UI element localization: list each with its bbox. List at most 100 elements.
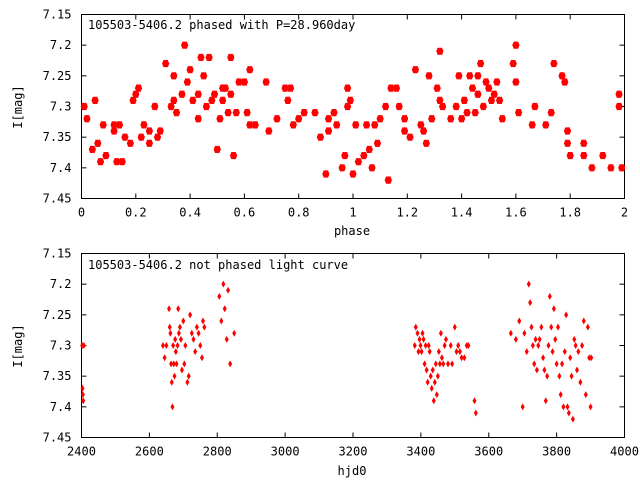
data-point [607, 164, 615, 172]
data-point [542, 121, 550, 129]
data-point [468, 84, 477, 92]
data-point [456, 342, 461, 349]
x-tick-label: 0 [78, 206, 85, 220]
data-point [450, 360, 455, 368]
x-tick-label: 2 [621, 206, 628, 220]
data-point [417, 121, 425, 129]
data-point [134, 84, 143, 92]
data-point [487, 96, 496, 104]
data-point [183, 342, 188, 349]
data-point [585, 323, 590, 331]
data-point [498, 115, 506, 123]
data-point [213, 145, 221, 154]
data-point [205, 53, 213, 62]
data-point [171, 342, 176, 349]
data-point [418, 342, 423, 349]
x-tick-label: 0.2 [125, 206, 147, 220]
x-tick-label: 1 [349, 206, 356, 220]
data-point [221, 280, 226, 288]
y-axis-label: I[mag] [11, 324, 25, 367]
data-point [164, 342, 169, 349]
data-point [172, 109, 181, 117]
data-point [181, 317, 186, 325]
data-point [126, 139, 134, 147]
data-point [434, 391, 439, 399]
data-point [508, 329, 513, 337]
data-point [615, 102, 623, 111]
data-point [333, 121, 341, 129]
data-point [226, 286, 231, 294]
x-tick-label: 0.4 [179, 206, 201, 220]
data-point [118, 158, 126, 166]
data-point [618, 164, 626, 172]
data-point [428, 115, 436, 123]
data-point [485, 84, 493, 92]
data-point [542, 366, 547, 374]
data-point [400, 127, 409, 135]
x-tick-label: 2800 [203, 445, 232, 459]
data-point [273, 115, 281, 123]
data-point [432, 378, 437, 386]
x-axis-label: phase [334, 224, 370, 238]
data-point [580, 151, 588, 160]
data-point [224, 335, 229, 343]
data-point [588, 164, 596, 172]
data-point [295, 115, 303, 123]
data-point [512, 78, 520, 86]
data-point [188, 311, 193, 319]
x-tick-label: 2400 [67, 445, 96, 459]
data-point [169, 360, 174, 368]
data-point [423, 342, 428, 349]
y-axis-ticks: 7.15 7.2 7.25 7.3 7.35 7.4 7.45 [43, 247, 625, 445]
data-point [129, 96, 137, 104]
data-point [171, 360, 176, 368]
data-point [549, 323, 554, 331]
data-point [528, 299, 533, 307]
x-axis-ticks: 0 0.2 0.4 0.6 0.8 1 1.2 1.4 1.6 1.8 2 [78, 14, 628, 220]
data-point [102, 151, 110, 160]
x-axis-label: hjd0 [338, 464, 367, 478]
data-point [466, 342, 471, 349]
data-point [193, 348, 198, 356]
data-point [419, 127, 428, 135]
data-point [509, 59, 517, 68]
y-tick-label: 7.3 [50, 100, 72, 114]
data-point [289, 121, 297, 129]
data-point [170, 96, 178, 104]
data-point [178, 335, 183, 343]
data-point [429, 384, 434, 392]
data-point [173, 335, 178, 343]
x-tick-label: 0.6 [234, 206, 256, 220]
data-point [81, 397, 86, 405]
data-point [217, 292, 222, 300]
data-point [83, 115, 91, 123]
data-point [588, 403, 593, 411]
data-point [563, 139, 572, 147]
data-point [170, 403, 175, 411]
data-point [145, 139, 153, 147]
data-point [568, 354, 573, 362]
data-point [199, 354, 204, 362]
data-point [162, 354, 167, 362]
data-point [460, 96, 468, 104]
data-point [406, 133, 414, 141]
data-point [419, 348, 424, 356]
data-point [189, 96, 197, 104]
data-point [88, 145, 96, 154]
data-point [265, 127, 273, 135]
x-tick-label: 1.6 [505, 206, 527, 220]
data-point [176, 329, 181, 337]
data-point [115, 121, 124, 129]
data-point [563, 127, 572, 135]
data-point [583, 391, 588, 399]
data-point [170, 72, 178, 80]
data-point [400, 115, 409, 123]
data-point [537, 335, 542, 343]
data-point [439, 354, 444, 362]
data-point [534, 366, 539, 374]
data-point [550, 348, 555, 356]
data-point [493, 78, 501, 86]
data-point [455, 72, 463, 80]
data-point [94, 139, 102, 147]
data-point [446, 360, 451, 368]
